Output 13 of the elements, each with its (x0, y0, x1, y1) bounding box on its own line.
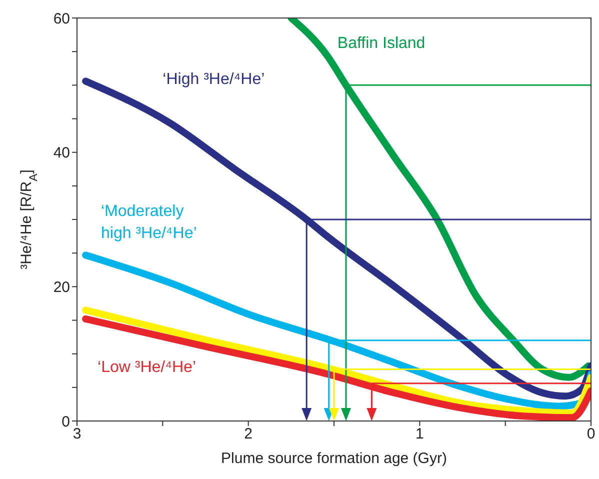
y-tick-label: 60 (53, 10, 70, 28)
y-tick-label: 0 (62, 413, 70, 430)
x-tick-label: 1 (415, 426, 424, 443)
series-label: ‘High ³He/⁴He’ (162, 70, 265, 88)
x-tick-label: 3 (72, 426, 82, 443)
y-tick-label: 20 (53, 278, 70, 296)
x-axis-title: Plume source formation age (Gyr) (221, 450, 447, 467)
x-tick-label: 0 (586, 426, 596, 443)
series-label: ‘Moderately high ³He/⁴He’ (100, 203, 197, 242)
y-tick-label: 40 (53, 144, 70, 162)
x-tick-label: 2 (244, 426, 253, 443)
series-label: Baffin Island (337, 35, 426, 52)
series-label: ‘Low ³He/⁴He’ (98, 358, 196, 376)
